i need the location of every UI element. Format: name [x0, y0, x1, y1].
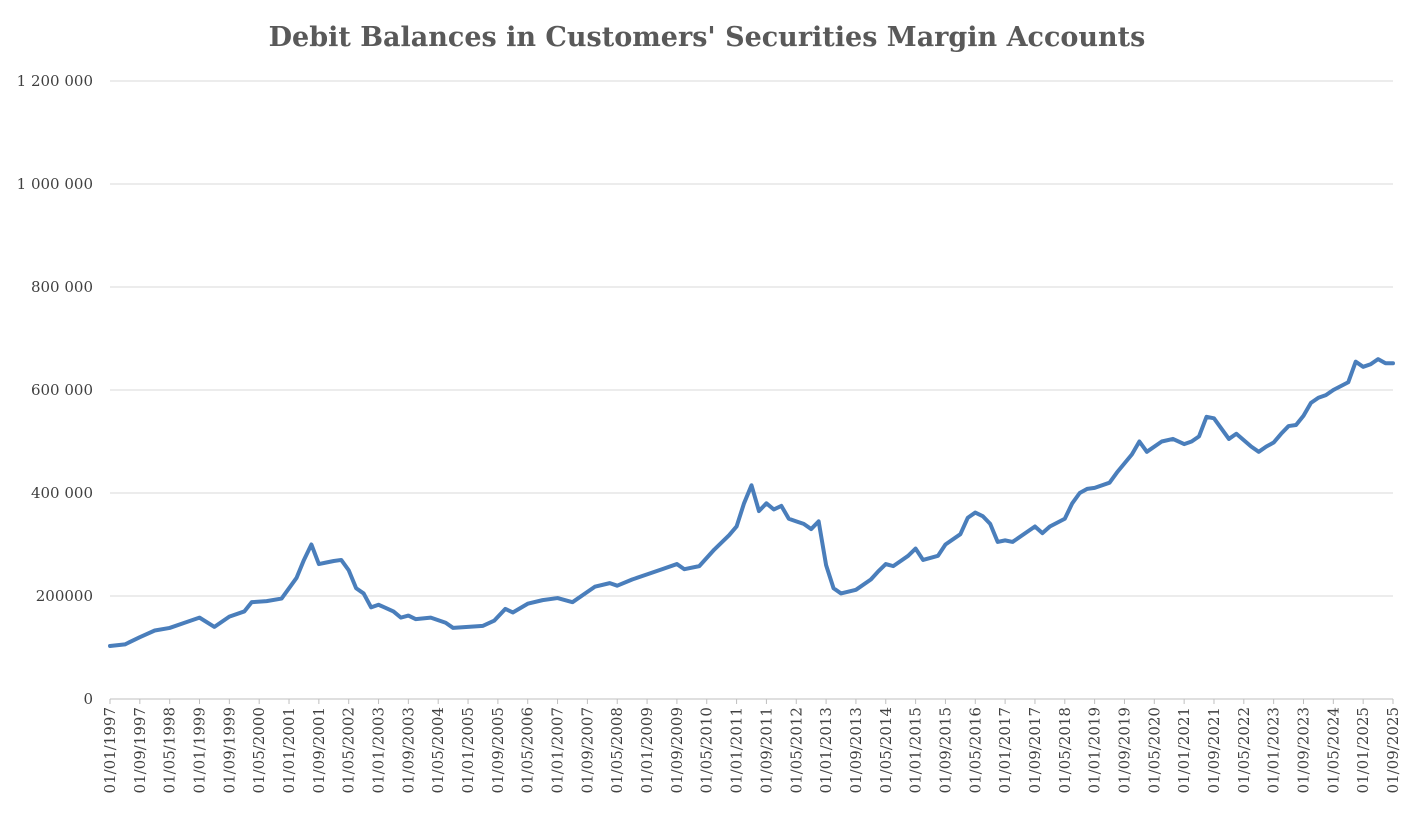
x-tick-label: 01/05/2020 [1145, 707, 1163, 793]
y-tick-label: 600 000 [31, 381, 93, 399]
x-tick-label: 01/05/2024 [1324, 707, 1342, 793]
x-tick-label: 01/01/2011 [728, 707, 746, 793]
series-group [108, 357, 1395, 648]
x-tick-label: 01/01/1997 [101, 707, 119, 793]
x-tick-label: 01/05/2000 [250, 707, 268, 793]
x-tick-label: 01/09/2017 [1026, 707, 1044, 793]
x-tick-label: 01/09/2009 [668, 707, 686, 793]
x-tick-label: 01/01/2007 [549, 707, 567, 793]
x-tick-label: 01/09/2001 [310, 707, 328, 793]
x-axis: 01/01/1997 01/09/1997 01/05/1998 01/01/1999… [101, 698, 1402, 793]
x-tick-label: 01/01/2019 [1086, 707, 1104, 793]
x-tick-label: 01/01/2001 [280, 707, 298, 793]
gridlines [110, 80, 1393, 597]
x-tick-label: 01/09/2003 [399, 707, 417, 793]
x-tick-label: 01/01/2013 [817, 707, 835, 793]
x-tick-label: 01/05/2018 [1056, 707, 1074, 793]
x-tick-label: 01/01/2003 [370, 707, 388, 793]
x-tick-label: 01/09/1999 [220, 707, 238, 793]
x-tick-label: 01/01/2009 [638, 707, 656, 793]
series-line [108, 357, 1395, 648]
x-tick-label: 01/09/2015 [936, 707, 954, 793]
x-tick-label: 01/01/2005 [459, 707, 477, 793]
x-tick-label: 01/01/2021 [1175, 707, 1193, 793]
x-tick-label: 01/05/2002 [340, 707, 358, 793]
x-tick-label: 01/09/2025 [1384, 707, 1402, 793]
x-tick-label: 01/05/2006 [519, 707, 537, 793]
x-tick-label: 01/09/2023 [1294, 707, 1312, 793]
y-tick-label: 1 000 000 [17, 175, 93, 193]
x-tick-label: 01/01/1999 [191, 707, 209, 793]
y-tick-label: 200000 [36, 587, 93, 605]
x-tick-label: 01/09/2005 [489, 707, 507, 793]
x-tick-label: 01/09/1997 [131, 707, 149, 793]
x-tick-label: 01/01/2023 [1265, 707, 1283, 793]
x-tick-label: 01/01/2015 [907, 707, 925, 793]
x-tick-label: 01/05/2022 [1235, 707, 1253, 793]
y-tick-label: 800 000 [31, 278, 93, 296]
x-tick-label: 01/05/2008 [608, 707, 626, 793]
x-tick-label: 01/01/2025 [1354, 707, 1372, 793]
x-tick-label: 01/09/2011 [757, 707, 775, 793]
y-tick-label: 0 [83, 690, 93, 708]
x-tick-label: 01/01/2017 [996, 707, 1014, 793]
x-tick-label: 01/09/2007 [578, 707, 596, 793]
x-tick-label: 01/05/1998 [161, 707, 179, 793]
x-tick-label: 01/05/2014 [877, 707, 895, 793]
chart-title: Debit Balances in Customers' Securities … [269, 22, 1146, 53]
x-tick-label: 01/09/2021 [1205, 707, 1223, 793]
y-tick-label: 400 000 [31, 484, 93, 502]
y-axis: 0 200000 400 000 600 000 800 000 1 000 000 1 2… [17, 72, 93, 708]
x-tick-label: 01/09/2019 [1115, 707, 1133, 793]
y-tick-label: 1 200 000 [17, 72, 93, 90]
x-tick-label: 01/05/2010 [698, 707, 716, 793]
x-tick-label: 01/09/2013 [847, 707, 865, 793]
x-tick-label: 01/05/2004 [429, 707, 447, 793]
x-tick-label: 01/05/2012 [787, 707, 805, 793]
x-tick-label: 01/05/2016 [966, 707, 984, 793]
